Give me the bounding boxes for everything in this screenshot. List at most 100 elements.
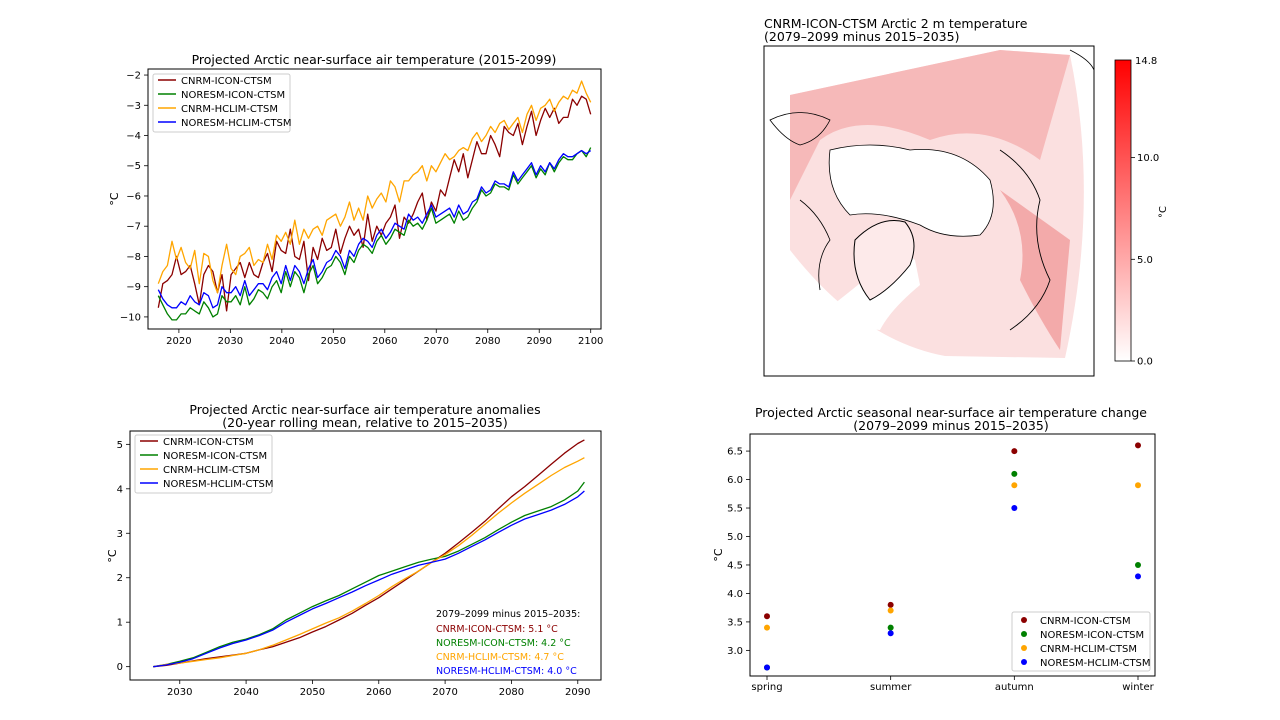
seasonal-xtick-label-summer: summer [870, 682, 912, 693]
legend-label-noresm-icon: NORESM-ICON-CTSM [163, 451, 267, 462]
seasonal-point-cnrm-hclim-ctsm-summer [887, 607, 894, 614]
seasonal-point-noresm-icon-ctsm-winter [1135, 561, 1141, 568]
timeseries-legend: CNRM-ICON-CTSM NORESM-ICON-CTSM CNRM-HCL… [152, 73, 292, 133]
timeseries-ylabel: °C [108, 192, 121, 206]
timeseries-ytick-label-8: −8 [126, 252, 141, 263]
timeseries-xtick-label-2050: 2050 [321, 336, 346, 347]
seasonal-ytick-label-5-0: 5.0 [727, 532, 743, 543]
timeseries-ytick-label-7: −7 [126, 222, 141, 233]
legend-label-noresm-hclim: NORESM-HCLIM-CTSM [163, 479, 274, 490]
anomalies-xtick-label-2060: 2060 [366, 687, 391, 698]
annotation-noresm-hclim: NORESM-HCLIM-CTSM: 4.0 °C [436, 666, 577, 677]
legend-marker-noresm-icon [1021, 631, 1027, 637]
timeseries-lines [157, 80, 592, 321]
anomalies-ytick-label-2: 2 [117, 573, 123, 584]
seasonal-points [764, 442, 1141, 671]
legend-label-noresm-hclim: NORESM-HCLIM-CTSM [1040, 658, 1151, 669]
seasonal-point-cnrm-icon-ctsm-winter [1135, 442, 1141, 449]
legend-label-noresm-icon: NORESM-ICON-CTSM [1040, 630, 1144, 641]
seasonal-legend-box [1011, 611, 1151, 672]
timeseries-line-cnrm-icon-ctsm [157, 95, 592, 312]
legend-label-cnrm-hclim: CNRM-HCLIM-CTSM [1040, 644, 1137, 655]
seasonal-point-cnrm-icon-ctsm-autumn [1011, 448, 1018, 455]
seasonal-xtick-label-autumn: autumn [995, 682, 1034, 693]
anomalies-ytick-label-5: 5 [117, 440, 123, 451]
colorbar-label: °C [1158, 206, 1169, 218]
anomalies-title-line1: Projected Arctic near-surface air temper… [189, 402, 540, 417]
seasonal-point-cnrm-hclim-ctsm-spring [764, 624, 770, 631]
seasonal-ytick-label-6-5: 6.5 [727, 447, 743, 458]
seasonal-point-cnrm-icon-ctsm-spring [764, 613, 770, 620]
seasonal-point-noresm-hclim-ctsm-autumn [1011, 505, 1018, 512]
anomalies-ytick-label-1: 1 [117, 618, 123, 629]
anomalies-line-noresm-hclim-ctsm [153, 490, 585, 668]
anomalies-yticks: 0 1 2 3 4 5 [117, 440, 130, 673]
seasonal-point-noresm-icon-ctsm-autumn [1011, 470, 1018, 477]
map-title-line1: CNRM-ICON-CTSM Arctic 2 m temperature [764, 16, 1028, 31]
timeseries-xtick-label-2100: 2100 [578, 336, 603, 347]
timeseries-xtick-label-2040: 2040 [269, 336, 294, 347]
timeseries-xtick-label-2060: 2060 [372, 336, 397, 347]
timeseries-yticks: −10 −9 −8 −7 −6 −5 −4 −3 −2 [120, 71, 148, 323]
seasonal-ytick-label-3-0: 3.0 [727, 646, 743, 657]
map-frame [763, 45, 1095, 377]
legend-label-cnrm-icon: CNRM-ICON-CTSM [1040, 616, 1131, 627]
timeseries-xtick-label-2090: 2090 [527, 336, 552, 347]
timeseries-ytick-label-9: −9 [126, 282, 141, 293]
timeseries-xtick-label-2020: 2020 [166, 336, 191, 347]
anomalies-ytick-label-0: 0 [117, 662, 123, 673]
seasonal-point-cnrm-hclim-ctsm-winter [1135, 482, 1141, 489]
seasonal-point-noresm-hclim-ctsm-winter [1135, 573, 1141, 580]
timeseries-xtick-label-2070: 2070 [424, 336, 449, 347]
timeseries-title: Projected Arctic near-surface air temper… [192, 52, 557, 67]
legend-label-noresm-hclim: NORESM-HCLIM-CTSM [181, 118, 292, 129]
seasonal-xticks: spring summer autumn winter [751, 676, 1155, 693]
anomalies-ytick-label-3: 3 [117, 529, 123, 540]
anomalies-xtick-label-2090: 2090 [565, 687, 590, 698]
seasonal-ytick-label-4-0: 4.0 [727, 589, 743, 600]
seasonal-title-line2: (2079–2099 minus 2015–2035) [853, 418, 1048, 433]
map-arctic-ocean [828, 144, 994, 237]
map-coastline-alaska [769, 112, 831, 146]
map-coastline-canada [799, 199, 831, 291]
annotation-title: 2079–2099 minus 2015–2035: [436, 609, 580, 620]
timeseries-line-noresm-icon-ctsm [157, 147, 592, 321]
seasonal-point-cnrm-hclim-ctsm-autumn [1011, 482, 1018, 489]
legend-marker-cnrm-icon [1021, 617, 1027, 623]
timeseries-line-noresm-hclim-ctsm [157, 149, 592, 309]
map-panel: CNRM-ICON-CTSM Arctic 2 m temperature (2… [763, 16, 1169, 377]
map-coastline-top [1069, 49, 1094, 71]
legend-label-noresm-icon: NORESM-ICON-CTSM [181, 90, 285, 101]
legend-marker-noresm-hclim [1021, 659, 1027, 665]
map-colorbar: 0.0 5.0 10.0 14.8 °C [1114, 56, 1169, 368]
map-title-line2: (2079–2099 minus 2015–2035) [764, 29, 959, 44]
anomalies-xtick-label-2040: 2040 [233, 687, 258, 698]
map-warming-band-east [1000, 190, 1070, 350]
timeseries-ytick-label-3: −3 [126, 101, 141, 112]
anomalies-ylabel: °C [106, 549, 119, 563]
timeseries-xtick-label-2030: 2030 [218, 336, 243, 347]
colorbar-ticks: 0.0 5.0 10.0 [1131, 153, 1159, 368]
map-coastline-eurasia [999, 149, 1051, 331]
timeseries-xtick-label-2080: 2080 [475, 336, 500, 347]
seasonal-point-noresm-icon-ctsm-summer [887, 624, 894, 631]
anomalies-xtick-label-2070: 2070 [432, 687, 457, 698]
timeseries-xticks: 2020 2030 2040 2050 2060 2070 2080 2090 2100 [166, 329, 603, 347]
seasonal-title-line1: Projected Arctic seasonal near-surface a… [755, 405, 1147, 420]
colorbar-max-label: 14.8 [1135, 56, 1157, 67]
map-warming-band-north [790, 50, 1070, 200]
seasonal-xtick-label-winter: winter [1122, 682, 1154, 693]
map-greenland [853, 220, 915, 301]
legend-label-cnrm-icon: CNRM-ICON-CTSM [181, 76, 272, 87]
anomalies-xticks: 2030 2040 2050 2060 2070 2080 2090 [167, 680, 591, 698]
seasonal-point-noresm-hclim-ctsm-summer [887, 630, 894, 637]
seasonal-ytick-label-5-5: 5.5 [727, 504, 743, 515]
timeseries-ytick-label-10: −10 [120, 312, 141, 323]
anomalies-lines [153, 439, 585, 668]
legend-label-cnrm-hclim: CNRM-HCLIM-CTSM [181, 104, 278, 115]
anomalies-line-noresm-icon-ctsm [153, 481, 585, 668]
legend-marker-cnrm-hclim [1021, 645, 1027, 651]
timeseries-ytick-label-6: −6 [126, 191, 141, 202]
seasonal-ytick-label-6-0: 6.0 [727, 475, 743, 486]
seasonal-point-noresm-hclim-ctsm-spring [764, 664, 770, 671]
